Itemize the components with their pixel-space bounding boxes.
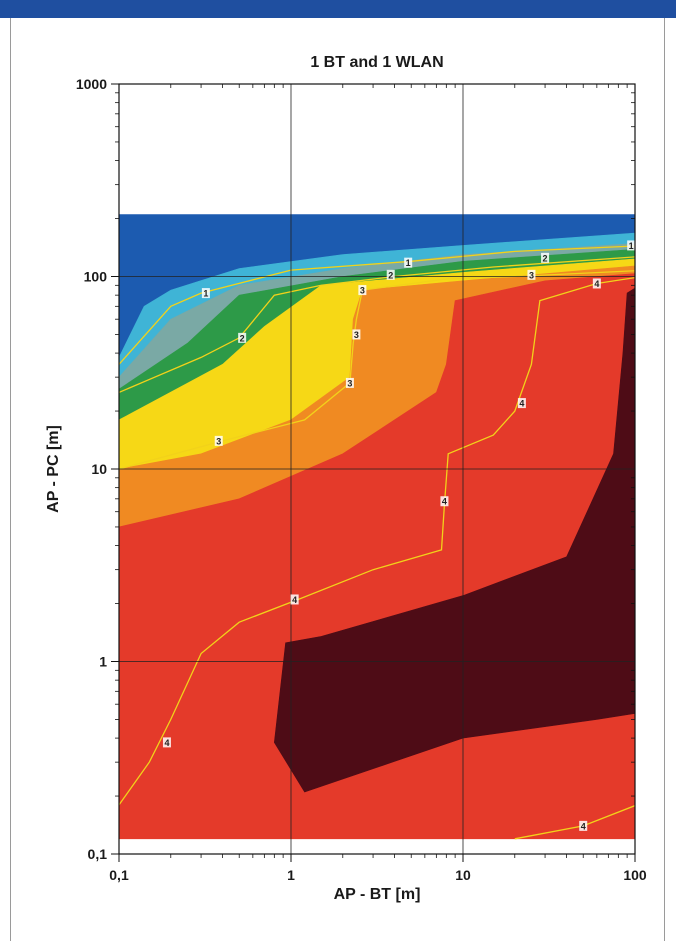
contour-label-bg [201,288,210,299]
contour-label: 2 [543,253,548,263]
contour-label-bg [404,257,413,268]
contour-label-bg [358,285,367,296]
contour-label: 3 [216,436,221,446]
x-axis-title: AP - BT [m] [334,886,421,903]
contour-label: 4 [519,399,524,409]
axis-ticks: 0,1 1 10 100 0,1 1 10 100 1000 [76,76,647,883]
contour-label: 4 [292,595,297,605]
contour-label-bg [517,398,526,409]
page-frame-left [10,18,11,941]
contour-label-bg [290,594,299,605]
y-tick-label: 10 [91,461,107,477]
contour-label: 3 [360,286,365,296]
y-tick-label: 0,1 [88,846,108,862]
contour-label-bg [345,377,354,388]
contour-label: 1 [629,241,634,251]
contour-label-bg [592,278,601,289]
contour-label: 1 [203,289,208,299]
contour-label: 3 [354,330,359,340]
contour-label-bg [440,496,449,507]
contour-label-bg [527,269,536,280]
contour-label-bg [162,737,171,748]
chart-title: 1 BT and 1 WLAN [310,54,443,71]
contour-label-bg [579,820,588,831]
contour-label: 1 [406,258,411,268]
contour-line-2-3 [119,256,635,393]
contour-label-bg [214,435,223,446]
region-dark-red [273,287,635,793]
contour-label: 2 [388,270,393,280]
page-header-band [0,0,676,18]
contour-label: 3 [347,378,352,388]
contour-label: 4 [442,497,447,507]
x-tick-label: 10 [455,867,471,883]
x-tick-label: 0,1 [109,867,129,883]
contour-label: 3 [529,270,534,280]
y-axis-title: AP - PC [m] [45,425,62,513]
contour-label: 4 [164,738,169,748]
contour-label: 2 [240,333,245,343]
x-tick-label: 100 [623,867,647,883]
contour-label-bg [627,240,636,251]
contour-label-bg [352,329,361,340]
contour-label: 4 [581,821,586,831]
contour-label: 4 [594,279,599,289]
contour-label-bg [541,252,550,263]
contour-line-4-0 [119,276,635,806]
gridlines [119,84,635,854]
contour-label-bg [386,269,395,280]
contour-fill-regions [119,214,635,840]
contour-label-bg [238,332,247,343]
y-tick-label: 100 [84,269,108,285]
page-frame-right [664,18,665,941]
y-tick-label: 1000 [76,76,107,92]
y-tick-label: 1 [99,654,107,670]
x-tick-label: 1 [287,867,295,883]
